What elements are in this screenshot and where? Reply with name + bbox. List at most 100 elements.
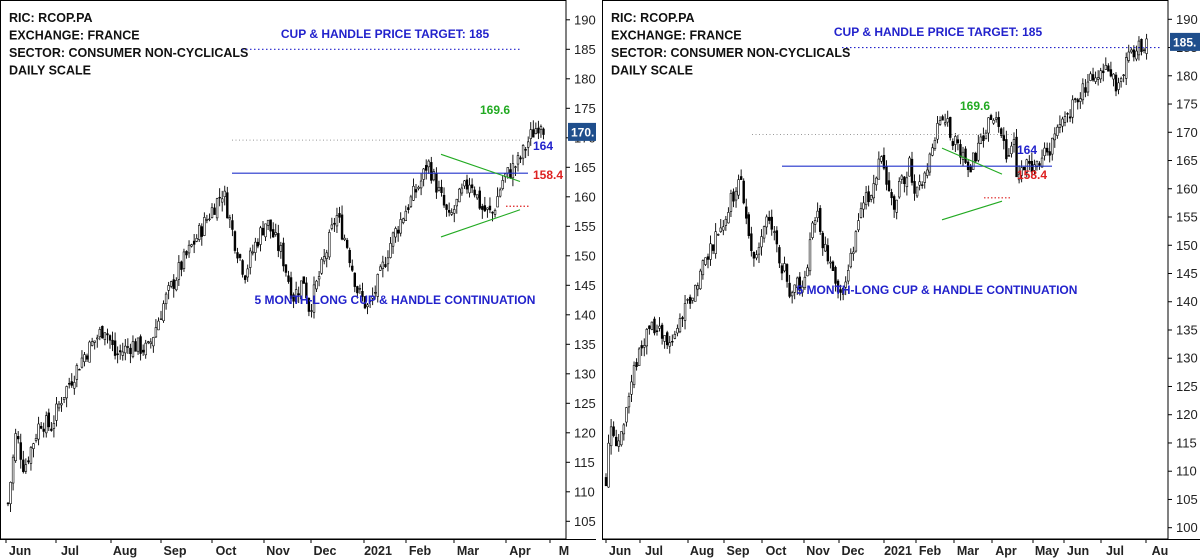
candle-body bbox=[215, 198, 219, 219]
candle-body bbox=[742, 180, 745, 204]
candle-body bbox=[243, 275, 247, 280]
x-tick-label: Apr bbox=[995, 544, 1017, 558]
candle-body bbox=[195, 238, 198, 242]
last-price-badge-bg bbox=[1170, 32, 1200, 51]
candle-body bbox=[1081, 83, 1085, 101]
info-line: DAILY SCALE bbox=[9, 64, 91, 78]
candle-body bbox=[780, 265, 784, 274]
candle-body bbox=[11, 456, 15, 484]
candle-body bbox=[264, 223, 267, 238]
candle-body bbox=[440, 186, 443, 193]
candle-body bbox=[175, 279, 178, 291]
y-tick-label: 180 bbox=[574, 71, 596, 86]
candle-body bbox=[1091, 74, 1095, 81]
candle-body bbox=[640, 345, 643, 349]
candle-body bbox=[1015, 136, 1018, 178]
y-tick-label: 130 bbox=[1176, 351, 1198, 366]
chart-svg-left: 105 110 115 120 125 130 135 140 145 150 155 160 165 1… bbox=[0, 0, 596, 558]
y-tick-label: 155 bbox=[1176, 210, 1198, 225]
candle-body bbox=[977, 142, 980, 161]
candle-body bbox=[261, 227, 265, 236]
candles bbox=[6, 120, 545, 513]
candle-body bbox=[1124, 57, 1128, 79]
candle-body bbox=[307, 297, 311, 312]
candle-body bbox=[78, 369, 81, 371]
candle-body bbox=[801, 286, 804, 293]
candle-body bbox=[246, 268, 249, 278]
y-tick-label: 135 bbox=[1176, 322, 1198, 337]
candle-body bbox=[836, 280, 840, 293]
candle-body bbox=[475, 194, 479, 199]
candle-body bbox=[668, 342, 671, 347]
candle-body bbox=[279, 245, 283, 252]
candle-body bbox=[228, 217, 232, 220]
candle-body bbox=[984, 132, 988, 140]
candle-body bbox=[908, 157, 911, 177]
candle-body bbox=[681, 317, 684, 320]
candle-body bbox=[706, 256, 710, 260]
candle-body bbox=[356, 286, 359, 294]
candle-body bbox=[686, 299, 689, 301]
candle-body bbox=[762, 226, 766, 239]
candle-body bbox=[345, 239, 349, 248]
candle-body bbox=[198, 225, 201, 240]
candle-body bbox=[923, 172, 926, 183]
candle-body bbox=[1084, 87, 1087, 93]
candle-body bbox=[701, 260, 705, 276]
candle-body bbox=[660, 324, 664, 339]
candle-body bbox=[1096, 77, 1100, 80]
candle-body bbox=[29, 447, 33, 464]
candle-body bbox=[180, 261, 183, 270]
candle-body bbox=[709, 243, 712, 260]
candle-body bbox=[770, 216, 773, 230]
x-tick-label: Feb bbox=[919, 544, 942, 558]
candle-body bbox=[231, 220, 234, 230]
wedge-upper-line bbox=[440, 153, 521, 182]
chart-info: RIC: RCOP.PA EXCHANGE: FRANCE SECTOR: CONS… bbox=[611, 11, 850, 78]
candle-body bbox=[249, 250, 252, 268]
price-target-label: CUP & HANDLE PRICE TARGET: 185 bbox=[834, 25, 1043, 39]
candle-body bbox=[149, 341, 152, 345]
candle-body bbox=[714, 231, 717, 254]
candle-body bbox=[254, 241, 257, 253]
candle-body bbox=[409, 196, 413, 207]
candle-body bbox=[617, 440, 620, 447]
candle-body bbox=[666, 332, 669, 346]
candle-body bbox=[463, 180, 466, 187]
resistance-level-label: 169.6 bbox=[960, 99, 990, 113]
candle-body bbox=[358, 288, 362, 290]
candle-body bbox=[57, 403, 61, 409]
candle-body bbox=[1117, 82, 1120, 90]
candle-body bbox=[526, 141, 530, 148]
pattern-levels bbox=[752, 46, 1162, 221]
candle-body bbox=[391, 232, 395, 247]
y-tick-label: 125 bbox=[574, 396, 596, 411]
candle-body bbox=[437, 186, 441, 191]
candle-body bbox=[711, 244, 715, 251]
candle-body bbox=[493, 210, 497, 215]
candle-body bbox=[381, 261, 385, 269]
candle-body bbox=[941, 116, 944, 121]
candle-body bbox=[882, 154, 886, 169]
candle-body bbox=[1102, 70, 1105, 74]
candle-body bbox=[386, 257, 390, 265]
candle-body bbox=[251, 251, 254, 254]
candle-body bbox=[14, 433, 17, 461]
candle-body bbox=[310, 310, 313, 312]
candle-body bbox=[340, 214, 344, 240]
candle-body bbox=[737, 179, 740, 196]
price-target-label: CUP & HANDLE PRICE TARGET: 185 bbox=[281, 27, 490, 41]
y-tick-label: 155 bbox=[574, 219, 596, 234]
info-line: DAILY SCALE bbox=[611, 64, 693, 78]
info-line: EXCHANGE: FRANCE bbox=[9, 29, 140, 43]
candle-body bbox=[1107, 65, 1110, 72]
candle-body bbox=[1094, 77, 1097, 82]
candle-body bbox=[170, 281, 173, 287]
candle-body bbox=[460, 187, 464, 194]
candle-body bbox=[913, 181, 916, 194]
candle-body bbox=[376, 274, 379, 297]
candle-body bbox=[187, 244, 191, 254]
candle-body bbox=[1000, 128, 1003, 136]
candle-body bbox=[688, 296, 692, 304]
candle-body bbox=[22, 459, 25, 472]
